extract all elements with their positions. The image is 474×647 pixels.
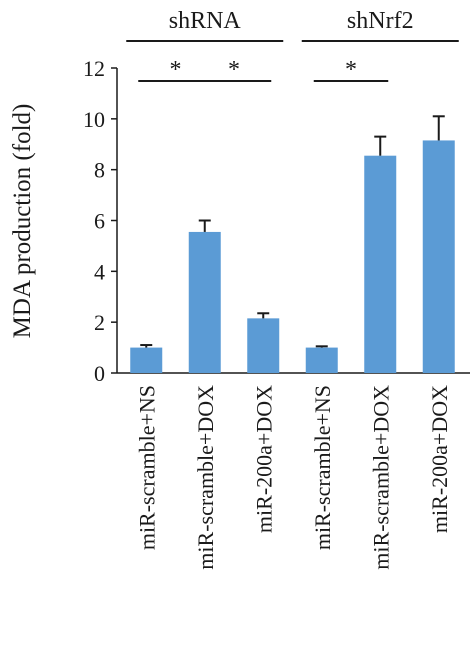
bar (422, 140, 455, 373)
bar (305, 347, 338, 373)
bar (130, 347, 163, 373)
bar (188, 231, 221, 373)
bar (364, 155, 397, 373)
group-label: shRNA (169, 8, 242, 34)
significance-markers: * * * (138, 57, 389, 83)
significance-star: * (228, 57, 240, 83)
y-ticks: 0 2 4 6 8 10 12 (83, 56, 117, 386)
x-tick-label: miR-scramble+NS (134, 385, 159, 550)
y-tick-label: 12 (83, 56, 105, 81)
group-label: shNrf2 (347, 8, 414, 34)
y-tick-label: 8 (94, 158, 105, 183)
significance-star: * (345, 57, 357, 83)
group-brackets: shRNA shNrf2 (126, 8, 459, 42)
x-tick-label: miR-200a+DOX (251, 385, 276, 533)
x-tick-label: miR-scramble+DOX (193, 385, 218, 570)
significance-star: * (170, 57, 182, 83)
x-tick-label: miR-scramble+NS (310, 385, 335, 550)
bars (130, 140, 455, 373)
bar (247, 318, 280, 373)
y-tick-label: 10 (83, 107, 105, 132)
y-tick-label: 4 (94, 259, 105, 284)
error-bars (140, 115, 445, 348)
y-tick-label: 2 (94, 310, 105, 335)
y-tick-label: 6 (94, 209, 105, 234)
x-tick-label: miR-200a+DOX (427, 385, 452, 533)
x-tick-labels: miR-scramble+NS miR-scramble+DOX miR-200a+… (134, 385, 452, 570)
x-tick-label: miR-scramble+DOX (368, 385, 393, 570)
y-axis-label: MDA production (fold) (9, 104, 36, 339)
y-tick-label: 0 (94, 361, 105, 386)
